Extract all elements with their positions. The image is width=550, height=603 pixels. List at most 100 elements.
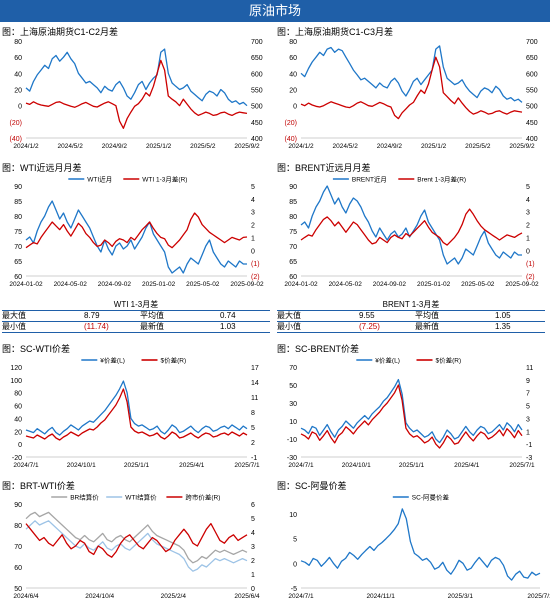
series-line (25, 388, 248, 441)
y-right-tick-label: 5 (526, 404, 530, 411)
stats-avg-label: 平均值 (140, 311, 164, 320)
y-right-tick-label: 2 (526, 223, 530, 230)
y-left-tick-label: 90 (14, 184, 22, 191)
y-left-tick-label: 60 (14, 55, 22, 62)
panel-title-sc-wti: 图：SC-WTI价差 (2, 344, 70, 354)
y-left-tick-label: 20 (14, 429, 22, 436)
x-tick-label: 2025/6/4 (234, 593, 260, 600)
x-tick-label: 2024/7/1 (288, 593, 314, 600)
y-right-tick-label: 1 (251, 572, 255, 579)
y-left-tick-label: -30 (287, 455, 297, 462)
y-right-tick-label: (2) (526, 274, 535, 281)
y-left-tick-label: 10 (289, 512, 297, 519)
x-tick-label: 2024/7/1 (13, 462, 39, 469)
y-right-tick-label: 1 (526, 235, 530, 242)
y-left-tick-label: 80 (14, 214, 22, 221)
stats-title: WTI 1-3月差 (113, 300, 159, 309)
stats-max-label: 最大值 (2, 311, 26, 320)
y-left-tick-label: (20) (285, 120, 297, 127)
stats-avg-label: 平均值 (415, 311, 439, 320)
stats-row: 最大值 9.55 平均值 1.05 (277, 310, 545, 321)
series-line (300, 56, 523, 120)
y-left-tick-label: 80 (14, 391, 22, 398)
x-tick-label: 2025/1/1 (399, 462, 425, 469)
chart-svg: 120 100 80 60 40 20 0 -20 17 14 11 8 5 2 -1 2024/7/1 202… (10, 356, 260, 470)
y-right-tick-label: 700 (526, 39, 538, 46)
y-right-tick-label: 7 (526, 391, 530, 398)
y-right-tick-label: 0 (251, 586, 255, 593)
legend-label: WTI近月 (87, 175, 112, 184)
legend-label: SC-阿曼价差 (412, 493, 450, 502)
stats-table-brent: BRENT 1-3月差 最大值 9.55 平均值 1.05 最小值 (7.25)… (277, 300, 545, 333)
y-right-tick-label: 600 (251, 71, 263, 78)
y-right-tick-label: 5 (251, 184, 255, 191)
y-right-tick-label: 550 (251, 88, 263, 95)
stats-row: 最小值 (11.74) 最新值 1.03 (2, 321, 270, 333)
y-right-tick-label: 5 (251, 516, 255, 523)
panel-title-brent-spread: 图：BRENT近远月月差 (277, 163, 371, 173)
legend-label: BRENT近月 (352, 175, 387, 184)
y-right-tick-label: 1 (251, 235, 255, 242)
x-tick-label: 2025-01-02 (142, 281, 176, 288)
y-left-tick-label: 70 (14, 544, 22, 551)
panel-title-brt-wti: 图：BRT-WTI价差 (2, 481, 75, 491)
y-left-tick-label: 10 (289, 419, 297, 426)
x-tick-label: 2024-09-02 (373, 281, 407, 288)
panel-title-sc-oman: 图：SC-阿曼价差 (277, 481, 347, 491)
y-left-tick-label: 80 (14, 39, 22, 46)
y-left-tick-label: 50 (14, 586, 22, 593)
y-right-tick-label: 3 (526, 416, 530, 423)
y-left-tick-label: 60 (289, 55, 297, 62)
y-right-tick-label: 650 (251, 55, 263, 62)
x-tick-label: 2025/5/2 (465, 143, 491, 150)
y-right-tick-label: 11 (526, 365, 533, 372)
x-tick-label: 2025-09-02 (505, 281, 539, 288)
series-line (25, 511, 248, 564)
chart-svg: 70 50 30 10 -10 -30 11 9 7 5 3 1 -1 -3 2024/7/1 2024/10… (287, 356, 535, 470)
series-line (25, 59, 248, 129)
legend-label: $价差(R) (161, 356, 187, 365)
stats-latest-label: 最新值 (140, 322, 164, 331)
y-right-tick-label: 400 (526, 136, 538, 143)
x-tick-label: 2024/10/1 (342, 462, 371, 469)
x-tick-label: 2025/7/1 (527, 593, 550, 600)
x-tick-label: 2025/4/1 (179, 462, 205, 469)
y-right-tick-label: 500 (251, 104, 263, 111)
stats-title: BRENT 1-3月差 (382, 300, 440, 309)
stats-row: 最小值 (7.25) 最新值 1.35 (277, 321, 545, 333)
y-left-tick-label: 50 (289, 383, 297, 390)
stats-table-wti: WTI 1-3月差 最大值 8.79 平均值 0.74 最小值 (11.74) … (2, 300, 270, 333)
stats-min-label: 最小值 (277, 322, 301, 331)
y-right-tick-label: -1 (251, 455, 257, 462)
y-right-tick-label: 450 (251, 120, 263, 127)
stats-max-label: 最大值 (277, 311, 301, 320)
series-line (300, 378, 523, 444)
x-tick-label: 2025-01-02 (417, 281, 451, 288)
y-right-tick-label: 8 (251, 410, 255, 417)
series-line (25, 522, 248, 558)
y-left-tick-label: 60 (14, 274, 22, 281)
series-line (300, 384, 523, 449)
y-right-tick-label: 550 (526, 88, 538, 95)
x-tick-label: 2024/5/2 (58, 143, 84, 150)
x-tick-label: 2025-05-02 (186, 281, 220, 288)
y-left-tick-label: 70 (14, 244, 22, 251)
x-tick-label: 2024/5/2 (333, 143, 359, 150)
y-right-tick-label: 2 (251, 223, 255, 230)
x-tick-label: 2024/9/2 (377, 143, 403, 150)
y-right-tick-label: (1) (526, 261, 535, 268)
y-left-tick-label: 0 (293, 104, 297, 111)
y-right-tick-label: 6 (251, 502, 255, 509)
chart-brent-spread: 90 85 80 75 70 65 60 5 4 3 2 1 0 (1) (2) 2024-01-02 2024… (275, 172, 550, 290)
chart-svg: 90 80 70 60 50 6 5 4 3 2 1 0 2024/6/4 2024/10/4 2025/2… (13, 493, 260, 601)
y-right-tick-label: 3 (251, 210, 255, 217)
y-right-tick-label: 9 (526, 378, 530, 385)
stats-max-value: 9.55 (359, 311, 375, 320)
x-tick-label: 2024/9/2 (102, 143, 128, 150)
y-right-tick-label: 500 (526, 104, 538, 111)
y-left-tick-label: 20 (14, 88, 22, 95)
x-tick-label: 2024/7/1 (288, 462, 314, 469)
x-tick-label: 2025/9/2 (234, 143, 260, 150)
y-left-tick-label: 100 (10, 378, 22, 385)
